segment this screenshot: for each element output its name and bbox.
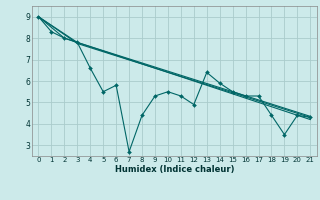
X-axis label: Humidex (Indice chaleur): Humidex (Indice chaleur) [115,165,234,174]
